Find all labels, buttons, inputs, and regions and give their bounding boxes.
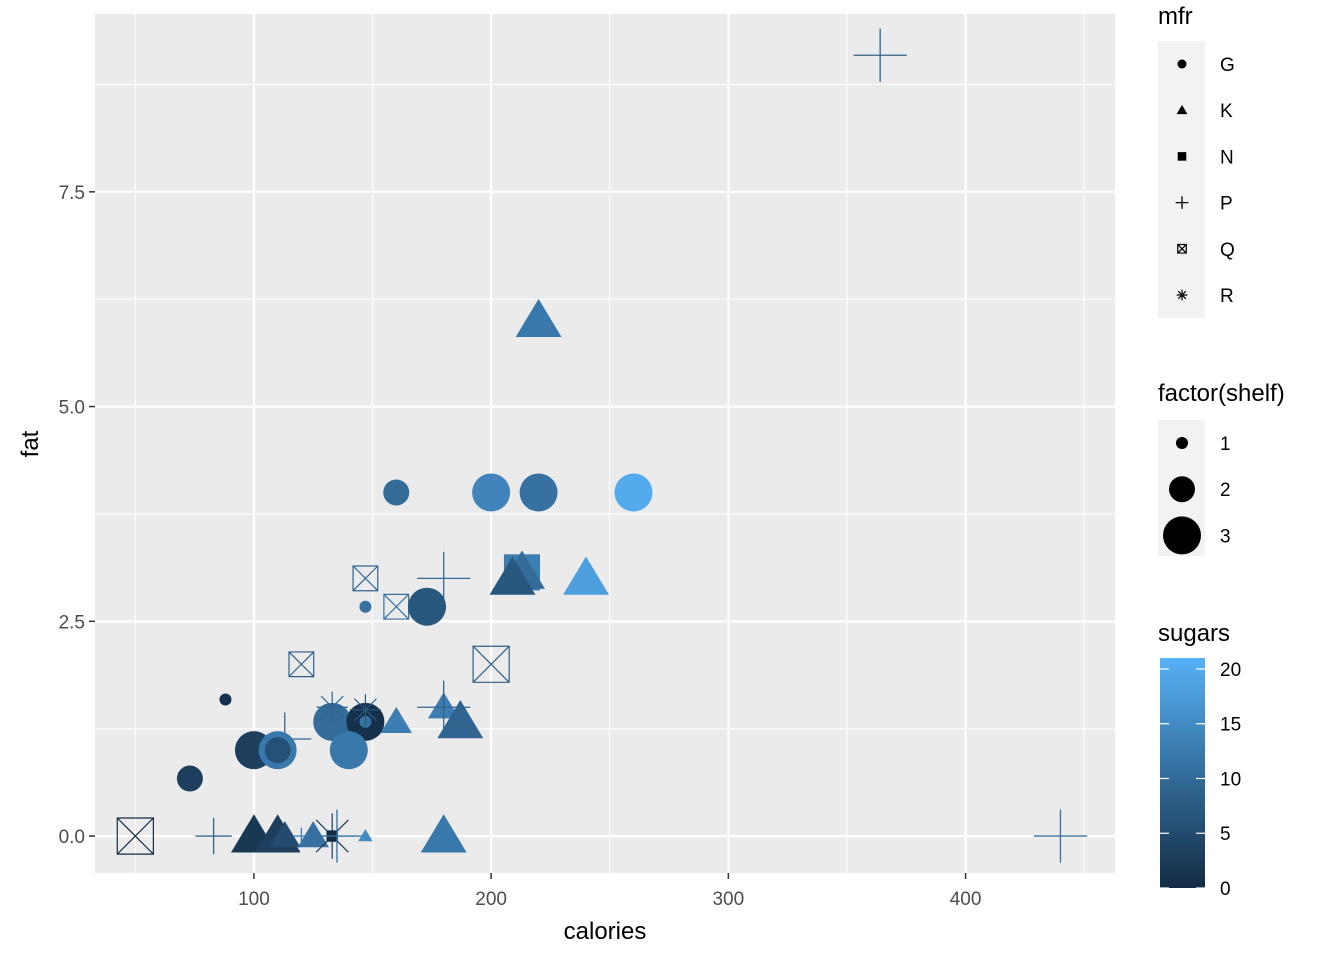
point-triangle [437,699,484,739]
y-tick-label: 7.5 [59,183,85,204]
legend-label: K [1220,101,1233,122]
point-crossed-square [383,593,410,620]
legend-label: Q [1220,240,1235,261]
point-plus [195,817,232,855]
colorbar [1160,658,1205,888]
point-crossed-square [288,651,315,678]
legend-title-mfr: mfr [1158,3,1193,30]
point-circle [383,479,410,506]
colorbar-label: 10 [1220,769,1241,790]
point-circle [519,473,558,512]
legend-key-n [1177,152,1187,161]
point-triangle [380,706,412,734]
point-triangle [563,556,609,595]
grid-lines [95,14,1115,873]
point-circle [614,473,653,512]
legend-label: P [1220,194,1233,215]
point-crossed-square [352,565,379,592]
axes: 100 200 300 400 0.0 2.5 5.0 7.5 [59,183,982,910]
colorbar-label: 15 [1220,715,1241,736]
point-crossed-square [116,817,154,855]
colorbar-label: 5 [1220,824,1231,845]
data-points [116,28,1088,863]
point-triangle [297,821,329,848]
legend-key-r [1176,289,1188,301]
point-plus [853,28,907,82]
point-plus [417,551,471,605]
point-circle [219,693,232,706]
plot-panel [95,14,1115,873]
point-asterisk [349,694,382,726]
point-plus [310,809,364,863]
legend-key-k [1176,105,1188,115]
point-asterisk [316,691,348,723]
legend-key-shelf-3 [1163,516,1201,555]
colorbar-label: 0 [1220,879,1231,900]
x-tick-label: 200 [475,889,507,910]
legend-key-background [1158,41,1205,318]
point-circle [264,737,291,764]
point-triangle [515,298,562,338]
y-tick-label: 2.5 [59,612,85,633]
point-plus [292,827,310,845]
legend-key-p [1175,196,1189,209]
point-triangle [420,814,467,853]
point-circle [176,765,203,792]
point-crossed-square [472,645,510,683]
point-circle [359,600,372,613]
legend-label: 2 [1220,480,1231,501]
point-plus [1033,809,1088,863]
legend-key-q [1177,243,1187,254]
legend-label: N [1220,147,1234,168]
point-triangle [358,829,373,842]
point-circle [329,731,368,770]
point-circle [472,473,511,512]
x-axis-title: calories [564,918,647,945]
x-tick-label: 400 [950,889,982,910]
legend-key-g [1177,59,1187,69]
legend-label: 3 [1220,526,1231,547]
point-triangle [269,821,301,848]
point-triangle [489,556,536,595]
legend-key-shelf-2 [1169,476,1195,503]
legend-title-sugars: sugars [1158,620,1230,647]
legend-label: R [1220,286,1234,307]
point-circle [408,587,447,626]
legend-title-shelf: factor(shelf) [1158,380,1285,407]
legend-key-shelf-1 [1176,437,1188,449]
y-tick-label: 0.0 [59,827,85,848]
legend-label: 1 [1220,434,1231,455]
colorbar-label: 20 [1220,660,1241,681]
y-axis-title: fat [17,430,44,457]
y-tick-label: 5.0 [59,398,85,419]
x-tick-label: 100 [238,889,270,910]
x-tick-label: 300 [712,889,744,910]
legend-label: G [1220,55,1235,76]
